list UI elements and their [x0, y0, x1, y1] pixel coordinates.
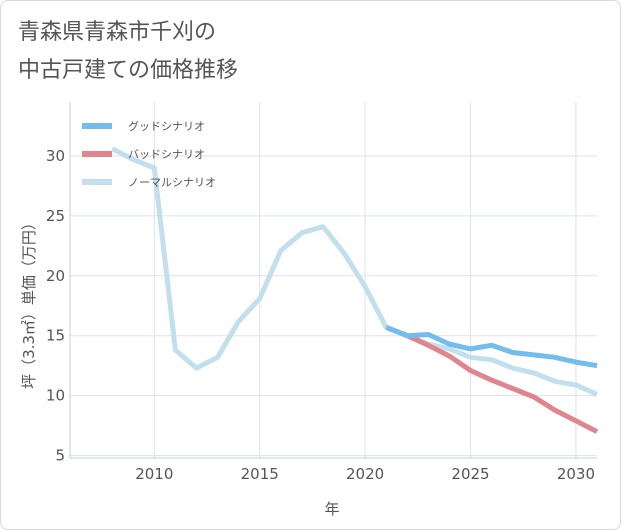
legend-label-0: グッドシナリオ	[128, 119, 205, 133]
x-tick-label: 2020	[346, 465, 384, 483]
series-line-1	[385, 324, 599, 434]
x-tick-label: 2030	[557, 465, 595, 483]
series-lines	[111, 146, 599, 434]
y-tick-label: 10	[46, 387, 65, 405]
chart-title-line-1: 青森県青森市千刈の	[18, 20, 217, 45]
x-tick-label: 2025	[451, 465, 489, 483]
y-axis-label: 坪（3.3㎡）単価（万円）	[20, 215, 38, 389]
axes	[69, 102, 597, 459]
legend-label-2: ノーマルシナリオ	[128, 176, 216, 189]
x-tick-label: 2015	[241, 465, 279, 483]
x-tick-label: 2010	[135, 465, 173, 483]
chart-title-line-2: 中古戸建ての価格推移	[18, 58, 239, 83]
y-tick-label: 30	[46, 147, 65, 165]
y-tick-label: 5	[55, 447, 65, 465]
x-axis-label: 年	[324, 500, 339, 518]
y-tick-label: 25	[46, 207, 65, 225]
y-tick-label: 15	[46, 327, 65, 345]
series-line-2	[111, 146, 599, 397]
chart-title: 青森県青森市千刈の 中古戸建ての価格推移	[18, 14, 238, 90]
series-line-0	[385, 324, 598, 369]
legend-label-1: バッドシナリオ	[128, 148, 205, 161]
grid-lines	[70, 102, 597, 458]
y-tick-label: 20	[46, 267, 65, 285]
